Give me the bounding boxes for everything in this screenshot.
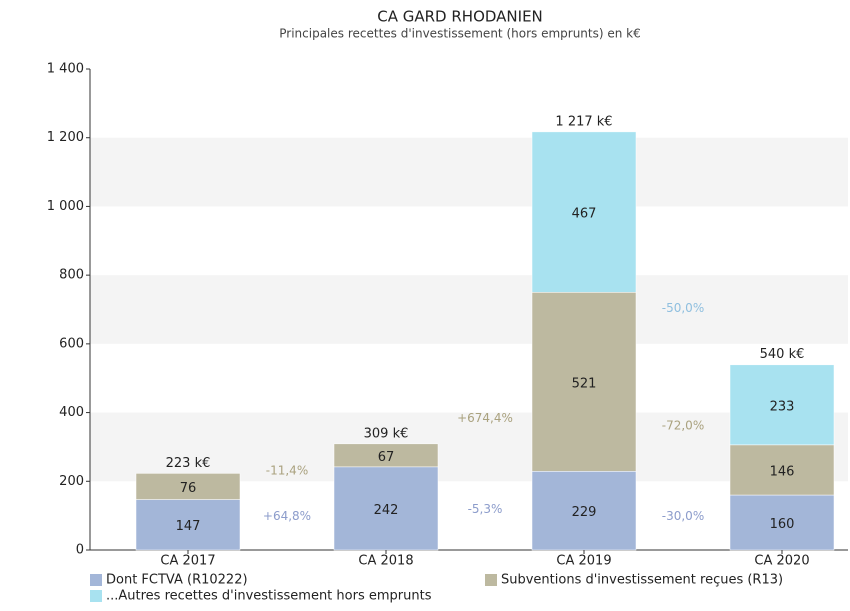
total-label: 1 217 k€ [555, 114, 612, 129]
data-label: 233 [770, 399, 795, 414]
bar-segment [135, 499, 241, 551]
data-label: 229 [572, 505, 597, 520]
y-tick-label: 800 [59, 268, 84, 283]
bar-segment [729, 494, 835, 551]
data-label: 521 [572, 376, 597, 391]
legend-swatch [90, 590, 102, 602]
bar-segment [531, 471, 637, 551]
y-tick-label: 400 [59, 405, 84, 420]
y-tick-label: 1 200 [47, 130, 84, 145]
data-label: 467 [572, 207, 597, 222]
change-label: -11,4% [266, 463, 308, 477]
grid-band [90, 137, 848, 207]
y-tick-label: 1 000 [47, 199, 84, 214]
legend-label: Dont FCTVA (R10222) [106, 573, 248, 588]
chart-subtitle: Principales recettes d'investissement (h… [279, 27, 641, 41]
bar-segment [135, 473, 241, 500]
bar-segment [333, 443, 439, 468]
y-tick-label: 0 [76, 543, 84, 558]
legend-swatch [485, 574, 497, 586]
grid-band [90, 275, 848, 344]
bar-segment [333, 466, 439, 551]
bar-segment [729, 364, 835, 446]
total-label: 309 k€ [364, 426, 409, 441]
legend-label: Subventions d'investissement reçues (R13… [501, 573, 783, 588]
change-label: -5,3% [468, 502, 503, 516]
data-label: 76 [180, 481, 197, 496]
data-label: 147 [176, 519, 201, 534]
bar-segment [531, 292, 637, 472]
legend-label: ...Autres recettes d'investissement hors… [106, 589, 432, 604]
chart-title: CA GARD RHODANIEN [377, 8, 543, 26]
x-tick-label: CA 2018 [358, 554, 413, 569]
bar-segment [729, 444, 835, 496]
x-tick-label: CA 2017 [160, 554, 215, 569]
change-label: -72,0% [662, 418, 704, 432]
data-label: 146 [770, 464, 795, 479]
y-tick-label: 600 [59, 336, 84, 351]
x-tick-label: CA 2019 [556, 554, 611, 569]
grid-band [90, 412, 848, 482]
y-tick-label: 200 [59, 474, 84, 489]
change-label: -50,0% [662, 301, 704, 315]
data-label: 160 [770, 517, 795, 532]
bar-segment [531, 131, 637, 293]
change-label: -30,0% [662, 509, 704, 523]
total-label: 223 k€ [166, 456, 211, 471]
total-label: 540 k€ [760, 347, 805, 362]
x-tick-label: CA 2020 [754, 554, 809, 569]
change-label: +674,4% [457, 411, 513, 425]
y-tick-label: 1 400 [47, 62, 84, 77]
data-label: 67 [378, 450, 395, 465]
change-label: +64,8% [263, 509, 311, 523]
legend-swatch [90, 574, 102, 586]
data-label: 242 [374, 503, 399, 518]
